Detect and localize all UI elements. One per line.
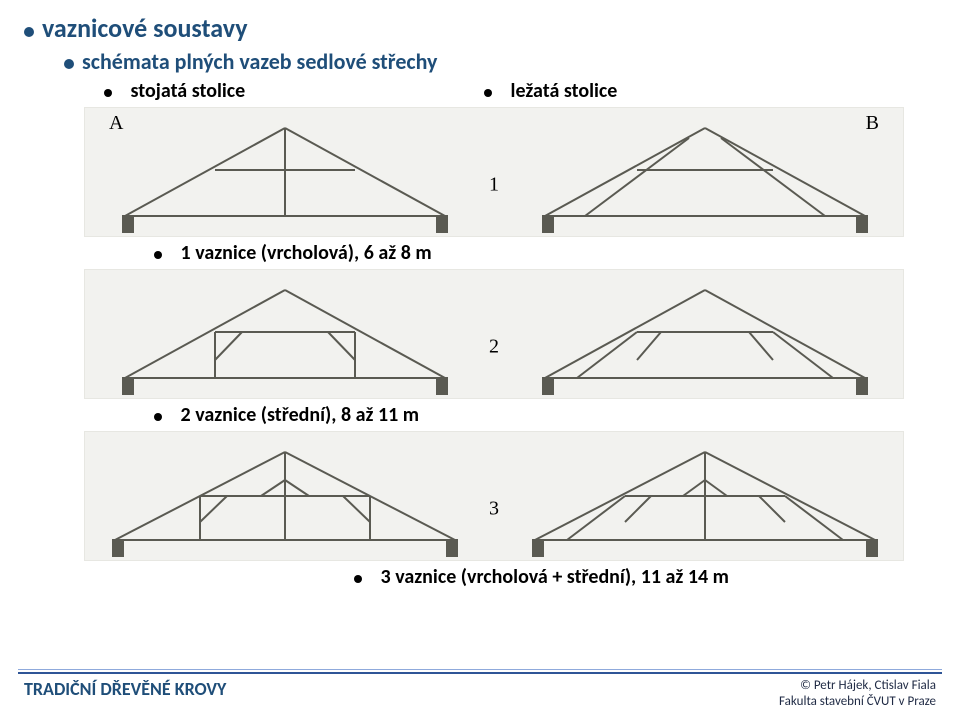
footer-left: TRADIČNÍ DŘEVĚNÉ KROVY	[24, 678, 226, 711]
bullet-cap1	[154, 251, 170, 259]
bullet-lvl3b	[484, 89, 500, 97]
figure-3: 3	[84, 431, 904, 561]
caption-2-text: 2 vaznice (střední), 8 až 11 m	[181, 403, 419, 427]
footer-rule-dark	[18, 672, 942, 674]
label-A: A	[109, 112, 123, 135]
label-1: 1	[489, 173, 499, 196]
bullet-lvl1	[24, 27, 34, 37]
footer-right-2: Fakulta stavební ČVUT v Praze	[779, 694, 936, 710]
bullet-cap2	[154, 413, 170, 421]
caption-1: 1 vaznice (vrcholová), 6 až 8 m	[154, 241, 936, 265]
label-2: 2	[489, 335, 499, 358]
bullet-lvl2	[64, 59, 74, 69]
label-3: 3	[489, 497, 499, 520]
heading-lvl3b-text: ležatá stolice	[511, 79, 618, 103]
footer: TRADIČNÍ DŘEVĚNÉ KROVY © Petr Hájek, Cti…	[0, 669, 960, 716]
heading-lvl3b: ležatá stolice	[484, 79, 617, 103]
footer-rule-light	[18, 669, 942, 670]
figure-2: 2	[84, 269, 904, 399]
heading-lvl1-text: vaznicové soustavy	[42, 12, 248, 44]
heading-lvl3a-text: stojatá stolice	[131, 79, 246, 103]
bullet-lvl3a	[104, 89, 120, 97]
caption-1-text: 1 vaznice (vrcholová), 6 až 8 m	[181, 241, 432, 265]
heading-lvl3a: stojatá stolice	[104, 79, 484, 103]
heading-lvl1: vaznicové soustavy	[24, 12, 936, 44]
heading-lvl2-text: schémata plných vazeb sedlové střechy	[82, 48, 437, 75]
caption-3: 3 vaznice (vrcholová + střední), 11 až 1…	[354, 565, 936, 589]
bullet-cap3	[354, 575, 370, 583]
footer-right-1: © Petr Hájek, Ctislav Fiala	[779, 678, 936, 694]
caption-2: 2 vaznice (střední), 8 až 11 m	[154, 403, 936, 427]
heading-lvl2: schémata plných vazeb sedlové střechy	[64, 48, 936, 75]
footer-right: © Petr Hájek, Ctislav Fiala Fakulta stav…	[779, 678, 936, 711]
label-B: B	[866, 112, 879, 135]
figure-1: A B 1	[84, 107, 904, 237]
caption-3-text: 3 vaznice (vrcholová + střední), 11 až 1…	[381, 565, 729, 589]
